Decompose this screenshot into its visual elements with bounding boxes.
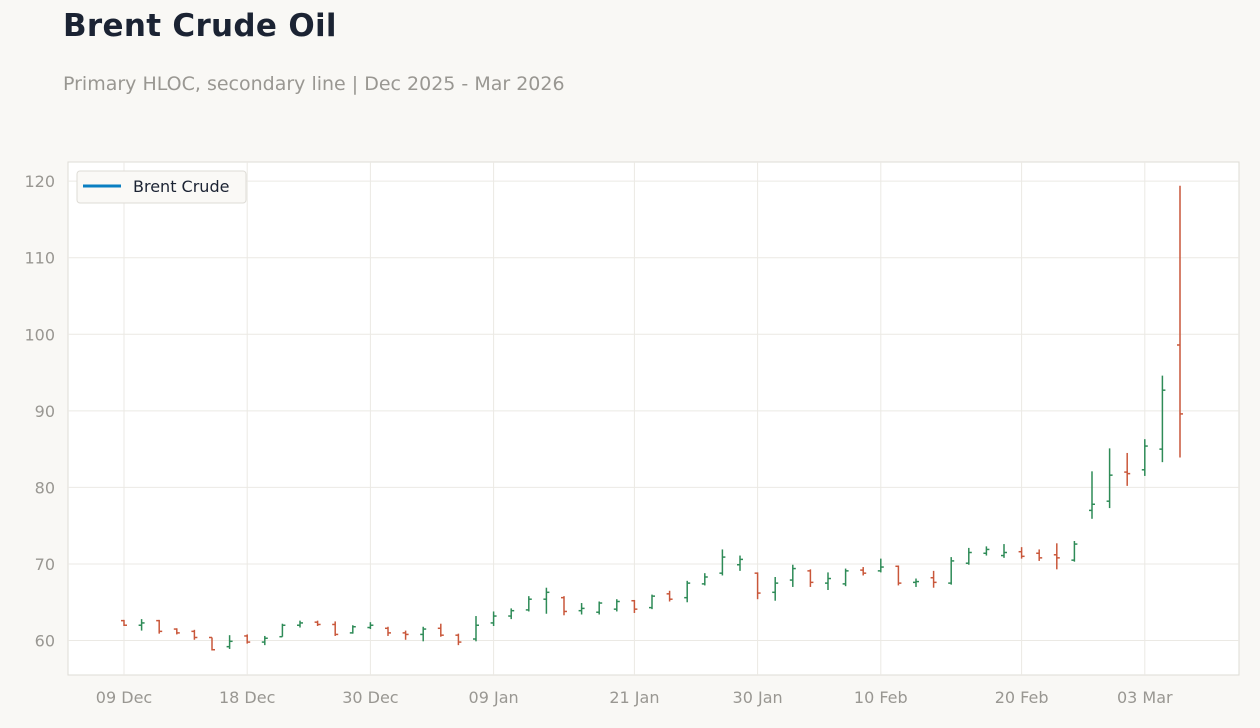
legend-box bbox=[76, 170, 247, 204]
ohlc-bar[interactable] bbox=[473, 616, 479, 642]
x-tick-label: 20 Feb bbox=[995, 688, 1049, 707]
x-tick-label: 21 Jan bbox=[609, 688, 659, 707]
ohlc-bar[interactable] bbox=[631, 599, 638, 613]
ohlc-bar[interactable] bbox=[244, 634, 251, 644]
x-tick-label: 30 Dec bbox=[342, 688, 398, 707]
ohlc-bar[interactable] bbox=[1141, 439, 1148, 476]
ohlc-bar[interactable] bbox=[367, 622, 374, 630]
ohlc-bar[interactable] bbox=[332, 621, 339, 636]
ohlc-bar[interactable] bbox=[1106, 448, 1113, 509]
x-tick-label: 18 Dec bbox=[219, 688, 275, 707]
ohlc-bar[interactable] bbox=[684, 580, 691, 603]
ohlc-bar[interactable] bbox=[1053, 543, 1060, 570]
x-tick-label: 09 Dec bbox=[96, 688, 152, 707]
ohlc-bar[interactable] bbox=[578, 603, 585, 615]
ohlc-bar[interactable] bbox=[596, 601, 603, 615]
chart-subtitle: Primary HLOC, secondary line | Dec 2025 … bbox=[63, 73, 565, 95]
ohlc-bar[interactable] bbox=[261, 635, 268, 646]
chart-title: Brent Crude Oil bbox=[63, 8, 337, 44]
ohlc-bar[interactable] bbox=[719, 549, 726, 576]
ohlc-bar[interactable] bbox=[983, 546, 990, 556]
ohlc-bar[interactable] bbox=[1089, 471, 1095, 519]
ohlc-bars bbox=[121, 185, 1183, 651]
ohlc-bar[interactable] bbox=[877, 558, 884, 573]
ohlc-bar[interactable] bbox=[842, 568, 849, 587]
ohlc-bar[interactable] bbox=[772, 576, 779, 601]
ohlc-bar[interactable] bbox=[525, 596, 532, 612]
ohlc-bar[interactable] bbox=[1177, 185, 1183, 458]
ohlc-bar[interactable] bbox=[701, 573, 708, 586]
ohlc-bar[interactable] bbox=[226, 635, 233, 649]
ohlc-bar[interactable] bbox=[649, 594, 655, 610]
ohlc-bar[interactable] bbox=[825, 572, 831, 591]
y-axis: 60 70 80 90 100 110 120 bbox=[24, 172, 55, 650]
ohlc-bar[interactable] bbox=[156, 619, 163, 634]
y-tick-label: 80 bbox=[35, 478, 55, 497]
ohlc-bar[interactable] bbox=[138, 619, 145, 631]
ohlc-bar[interactable] bbox=[437, 623, 444, 637]
ohlc-bar[interactable] bbox=[173, 628, 180, 635]
ohlc-bar[interactable] bbox=[895, 565, 902, 586]
x-tick-label: 09 Jan bbox=[469, 688, 519, 707]
ohlc-bar[interactable] bbox=[1159, 375, 1166, 463]
ohlc-bar[interactable] bbox=[508, 608, 515, 620]
ohlc-bar[interactable] bbox=[314, 620, 321, 626]
x-axis: 09 Dec 18 Dec 30 Dec 09 Jan 21 Jan 30 Jan 10 F… bbox=[96, 688, 1173, 707]
legend-label: Brent Crude bbox=[133, 177, 229, 196]
y-tick-label: 100 bbox=[24, 325, 55, 344]
ohlc-bar[interactable] bbox=[349, 625, 356, 634]
y-tick-label: 90 bbox=[35, 402, 55, 421]
ohlc-bar[interactable] bbox=[860, 567, 867, 576]
ohlc-bar[interactable] bbox=[297, 620, 303, 628]
ohlc-bar[interactable] bbox=[1071, 541, 1078, 562]
ohlc-bar[interactable] bbox=[490, 611, 497, 626]
ohlc-bar[interactable] bbox=[279, 623, 286, 638]
y-tick-label: 60 bbox=[35, 632, 55, 651]
ohlc-bar[interactable] bbox=[965, 547, 972, 565]
ohlc-bar[interactable] bbox=[807, 569, 814, 587]
y-tick-label: 110 bbox=[24, 249, 55, 268]
ohlc-bar[interactable] bbox=[666, 590, 673, 602]
ohlc-bar[interactable] bbox=[455, 633, 462, 646]
ohlc-bar[interactable] bbox=[613, 599, 620, 612]
ohlc-bar[interactable] bbox=[121, 619, 127, 626]
ohlc-bar[interactable] bbox=[561, 596, 567, 616]
x-tick-label: 03 Mar bbox=[1117, 688, 1173, 707]
ohlc-bar[interactable] bbox=[1124, 452, 1131, 486]
ohlc-bar[interactable] bbox=[1018, 547, 1025, 559]
ohlc-bar[interactable] bbox=[930, 570, 937, 588]
x-tick-label: 10 Feb bbox=[854, 688, 908, 707]
x-tick-label: 30 Jan bbox=[733, 688, 783, 707]
plot-area bbox=[67, 161, 1240, 676]
legend[interactable]: Brent Crude bbox=[76, 170, 247, 204]
ohlc-bar[interactable] bbox=[402, 630, 409, 640]
ohlc-bar[interactable] bbox=[209, 636, 215, 651]
ohlc-bar[interactable] bbox=[385, 626, 391, 636]
ohlc-bar[interactable] bbox=[1036, 549, 1043, 561]
ohlc-bar[interactable] bbox=[1001, 544, 1007, 558]
ohlc-bar[interactable] bbox=[948, 557, 955, 585]
ohlc-bar[interactable] bbox=[737, 555, 743, 571]
y-tick-label: 70 bbox=[35, 555, 55, 574]
ohlc-bar[interactable] bbox=[789, 564, 796, 587]
ohlc-bar[interactable] bbox=[754, 572, 761, 600]
ohlc-bar[interactable] bbox=[913, 578, 919, 587]
ohlc-bar[interactable] bbox=[191, 629, 198, 640]
ohlc-bar[interactable] bbox=[420, 626, 427, 642]
ohlc-bar[interactable] bbox=[543, 587, 550, 614]
y-tick-label: 120 bbox=[24, 172, 55, 191]
